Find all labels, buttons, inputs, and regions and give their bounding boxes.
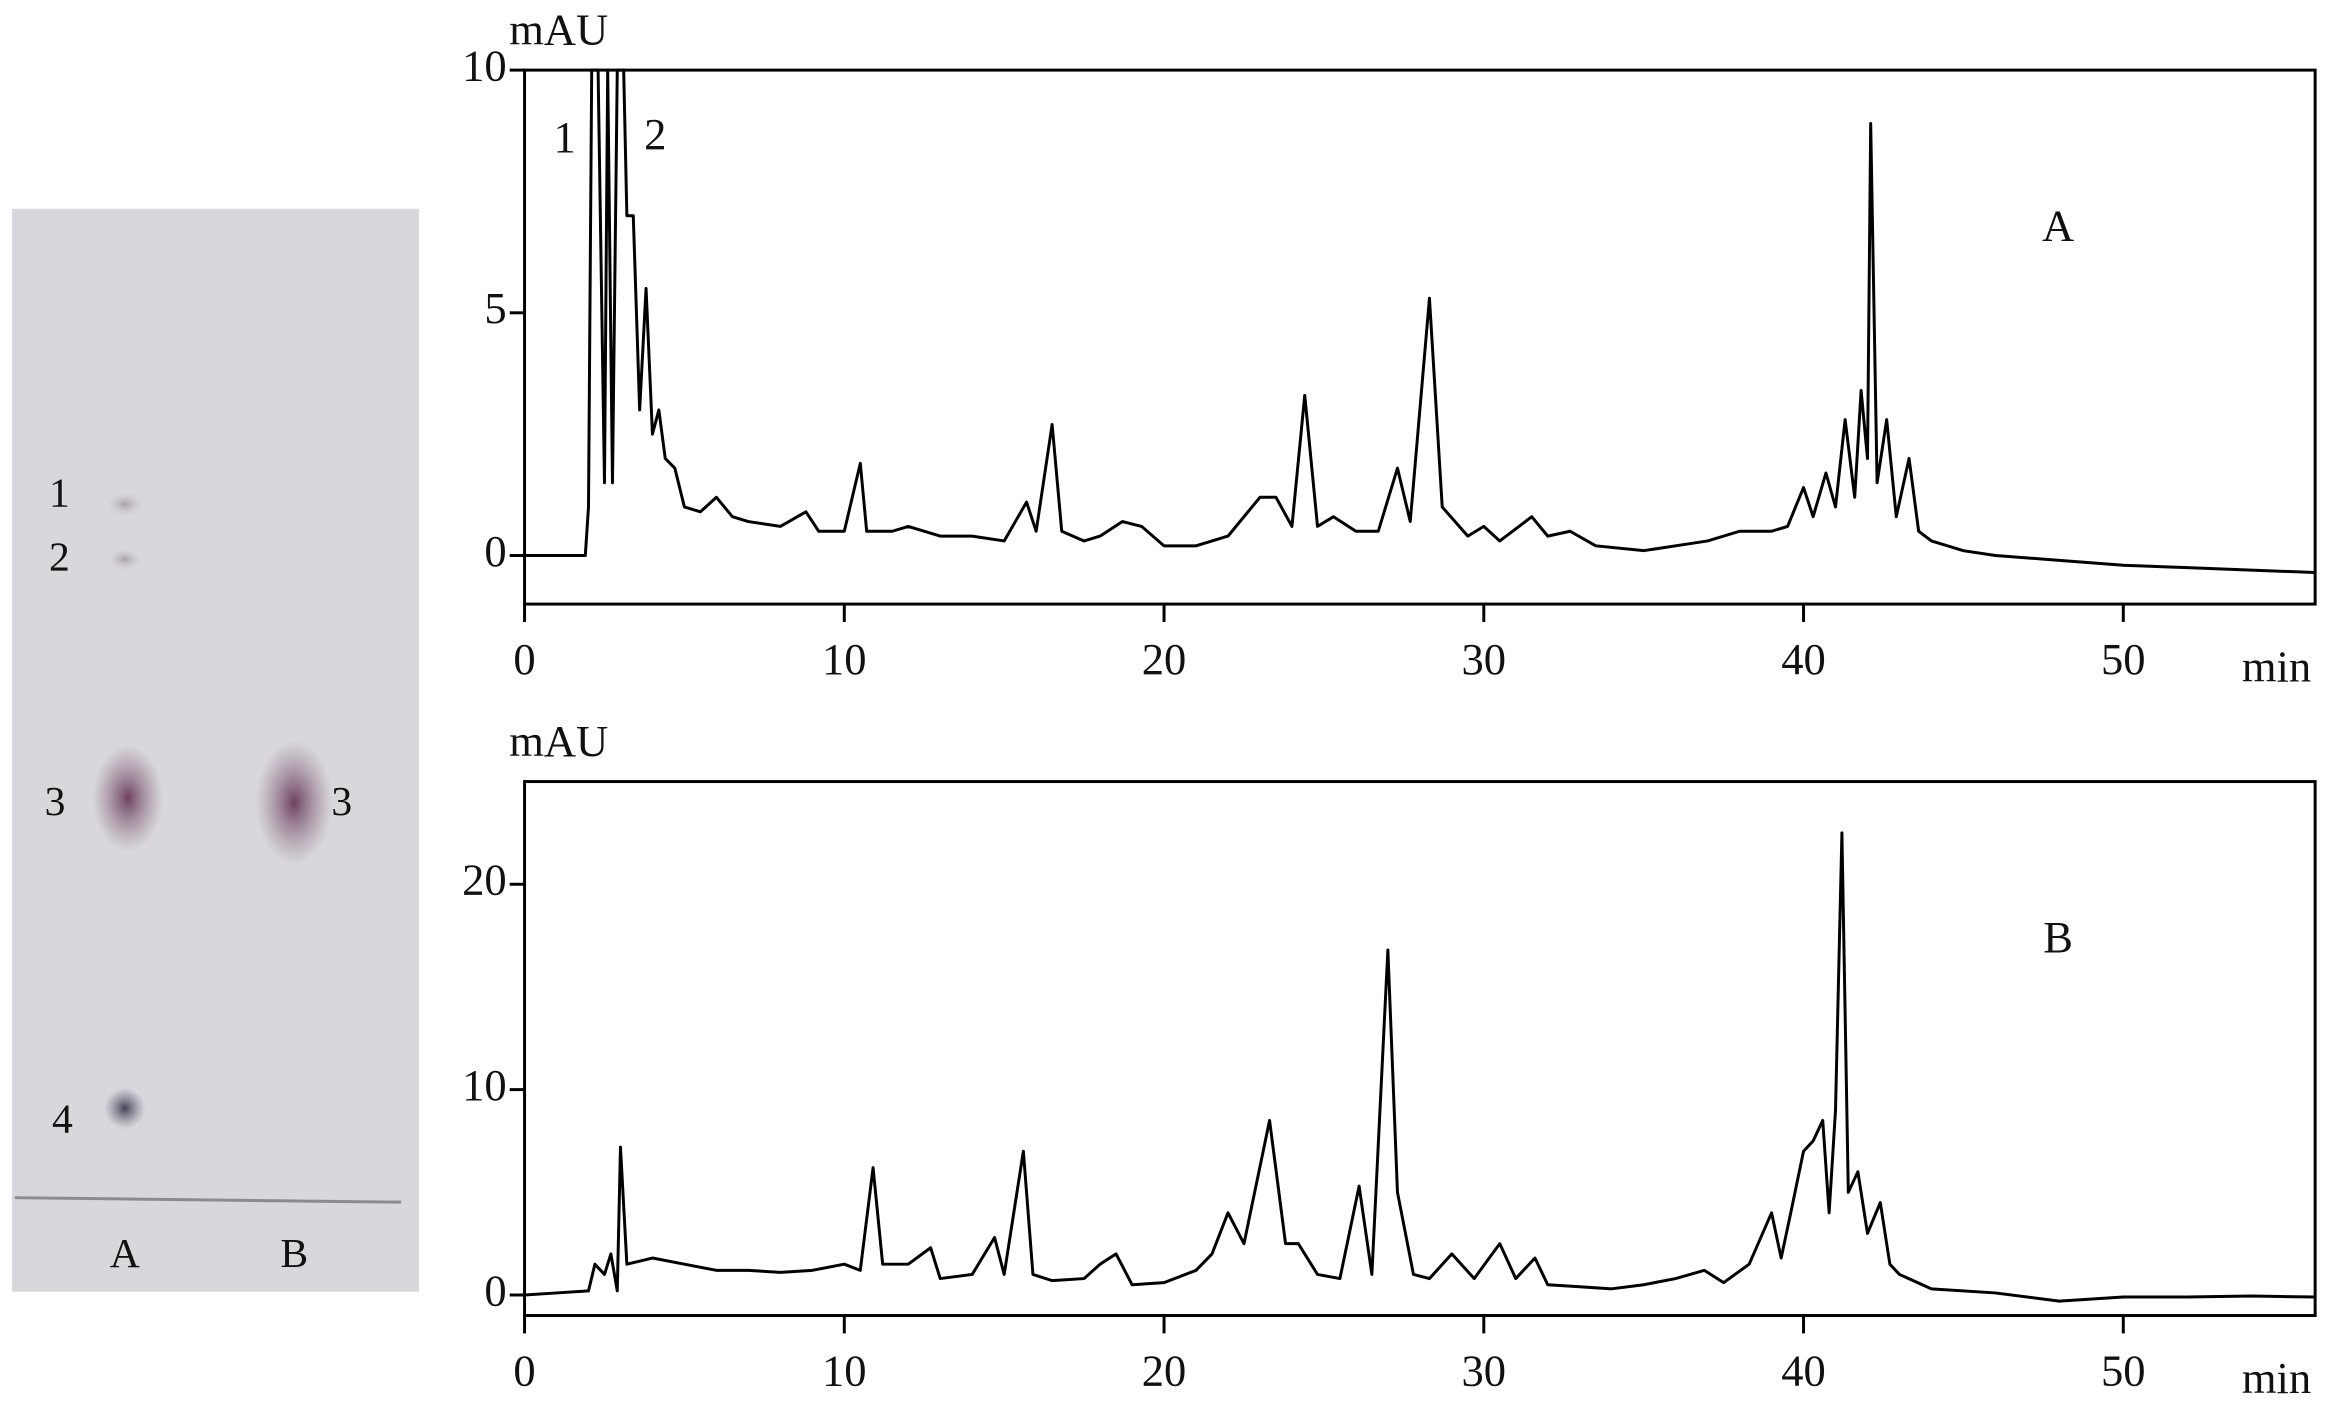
peak-label: 2 — [644, 109, 666, 159]
panel-label: A — [2042, 200, 2074, 250]
x-tick-label: 20 — [1142, 634, 1187, 684]
plot-frame — [523, 68, 2317, 606]
spot-label: 4 — [52, 1097, 73, 1143]
y-tick-label: 0 — [484, 1265, 506, 1315]
spot-label: 3 — [331, 779, 352, 825]
x-tick-label: 0 — [513, 1345, 535, 1395]
spot — [108, 548, 142, 570]
x-tick-label: 50 — [2101, 1345, 2146, 1395]
x-tick-label: 50 — [2101, 634, 2146, 684]
baseline — [14, 1196, 402, 1204]
panel-label: B — [2043, 912, 2073, 962]
tlc-plate: 1 2 3 4 3 A B — [11, 208, 420, 1292]
plate-background — [11, 208, 420, 1292]
x-tick-label: 40 — [1781, 1345, 1826, 1395]
lane-label: A — [110, 1231, 140, 1277]
spot — [106, 492, 143, 517]
spot — [255, 739, 333, 866]
spot — [92, 744, 164, 852]
spot-label: 3 — [45, 779, 66, 825]
y-axis-label: mAU — [509, 716, 608, 766]
trace — [524, 831, 2316, 1303]
x-tick-label: 0 — [513, 634, 535, 684]
x-tick-label: 10 — [822, 634, 867, 684]
x-axis-label: min — [2242, 641, 2311, 691]
x-axis-label: min — [2242, 1353, 2311, 1403]
y-tick-label: 10 — [462, 1060, 507, 1110]
y-tick-label: 5 — [484, 283, 506, 333]
x-tick-label: 40 — [1781, 634, 1826, 684]
y-tick-label: 0 — [484, 526, 506, 576]
lane-label: B — [280, 1231, 308, 1277]
y-tick-label: 10 — [462, 40, 507, 90]
y-tick-label: 20 — [462, 854, 507, 904]
x-tick-label: 10 — [822, 1345, 867, 1395]
x-tick-label: 20 — [1142, 1345, 1187, 1395]
trace — [524, 68, 2316, 575]
plot-frame — [523, 780, 2317, 1318]
y-axis-label: mAU — [509, 4, 608, 54]
peak-label: 1 — [554, 112, 576, 162]
x-tick-label: 30 — [1462, 634, 1507, 684]
x-tick-label: 30 — [1462, 1345, 1507, 1395]
spot-label: 2 — [49, 534, 70, 580]
spot — [104, 1087, 146, 1130]
spot-label: 1 — [49, 470, 70, 516]
